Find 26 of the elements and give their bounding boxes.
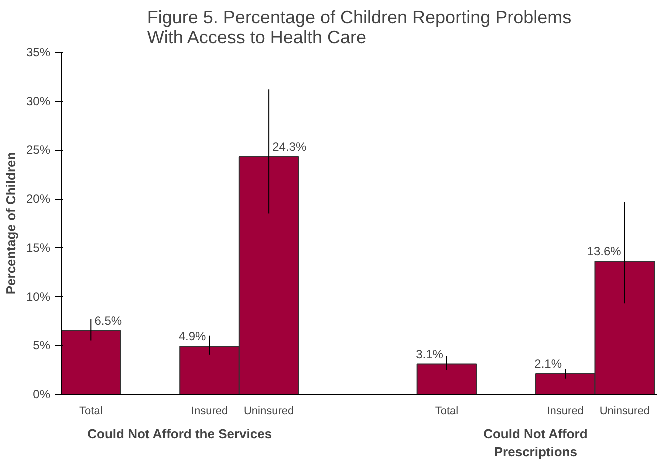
y-axis-title: Percentage of Children — [3, 152, 18, 295]
x-tick-label: Uninsured — [244, 406, 294, 418]
x-tick-label: Insured — [191, 406, 228, 418]
x-tick-label: Uninsured — [600, 406, 650, 418]
bar — [62, 330, 122, 394]
y-tick-label: 20% — [26, 192, 51, 206]
bar — [416, 364, 478, 394]
chart-title: Figure 5. Percentage of Children Reporting Problems With Access to Health Care — [147, 8, 572, 48]
data-label: 3.1% — [416, 347, 444, 362]
y-tick-label: 30% — [26, 94, 51, 108]
y-tick-label: 15% — [26, 240, 51, 255]
data-label: 2.1% — [534, 357, 562, 372]
data-label: 6.5% — [94, 314, 122, 328]
data-label: 4.9% — [178, 330, 207, 344]
x-tick-label: Insured — [547, 406, 584, 418]
x-tick-label: Total — [80, 406, 103, 418]
x-tick-label: Total — [435, 406, 459, 418]
y-tick-label: 5% — [33, 338, 51, 353]
data-label: 24.3% — [272, 140, 307, 154]
y-tick-label: 10% — [26, 290, 51, 304]
data-label: 13.6% — [587, 244, 622, 259]
text: Could Not Afford the Services — [88, 426, 272, 442]
y-tick-label: 35% — [26, 46, 51, 60]
text: Could Not Afford Prescriptions — [484, 426, 588, 460]
y-tick-label: 25% — [26, 143, 51, 158]
y-tick-label: 0% — [33, 388, 51, 402]
